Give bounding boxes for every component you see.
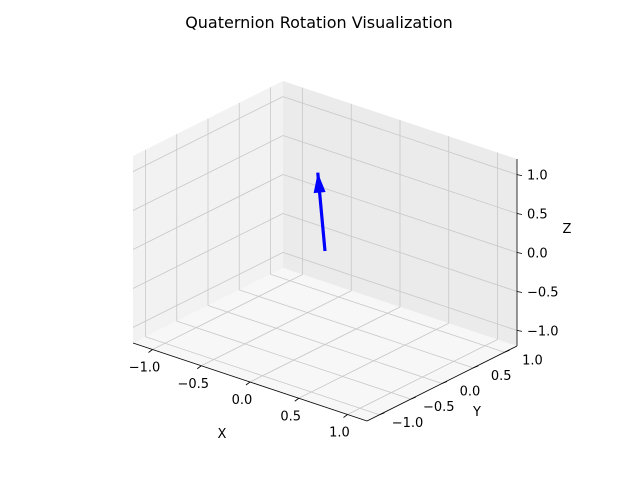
ticks: −1.0−0.50.00.51.0−1.0−0.50.00.51.0−1.0−0…: [129, 169, 559, 441]
z-tick-label: 0.0: [527, 247, 548, 262]
z-tick-mark: [516, 291, 523, 293]
gridline-z-back: [282, 96, 518, 175]
x-tick-mark: [343, 414, 348, 418]
gridline-z-side: [132, 252, 284, 328]
x-tick-label: −0.5: [177, 377, 209, 392]
y-tick-label: 0.0: [460, 385, 481, 400]
gridline-z-back: [282, 135, 518, 214]
vectors: [313, 172, 327, 252]
z-tick-label: −1.0: [527, 324, 559, 339]
z-axis-label: Z: [563, 222, 572, 237]
gridline-y-floor: [270, 273, 505, 353]
y-tick-label: 1.0: [522, 353, 543, 368]
gridlines: [132, 87, 518, 416]
y-tick-mark: [379, 412, 385, 416]
x-axis-label: X: [218, 427, 227, 442]
gridline-y-floor: [176, 320, 411, 400]
x-tick-label: 0.0: [232, 393, 253, 408]
x-tick-mark: [197, 365, 202, 370]
z-tick-mark: [516, 174, 523, 176]
gridline-y-floor: [145, 336, 380, 416]
z-tick-mark: [516, 330, 523, 332]
x-tick-label: −1.0: [129, 361, 161, 376]
x-tick-label: 0.5: [280, 409, 301, 424]
y-tick-mark: [410, 396, 416, 400]
y-tick-mark: [441, 381, 448, 384]
z-tick-mark: [516, 213, 523, 215]
y-axis-label: Y: [472, 405, 481, 420]
z-tick-label: 0.5: [527, 208, 548, 223]
z-tick-label: −0.5: [527, 285, 559, 300]
gridline-y-floor: [207, 305, 443, 384]
gridline-z-back: [282, 252, 518, 331]
z-tick-label: 1.0: [527, 169, 548, 184]
gridline-z-side: [132, 174, 284, 250]
x-tick-label: 1.0: [329, 426, 350, 441]
z-tick-mark: [516, 252, 523, 254]
chart-title: Quaternion Rotation Visualization: [185, 13, 453, 32]
gridline-z-side: [132, 135, 284, 211]
x-tick-mark: [148, 349, 153, 353]
x-tick-mark: [245, 381, 251, 386]
gridline-y-floor: [239, 289, 474, 369]
y-tick-mark: [473, 365, 479, 369]
gridline-z-side: [132, 96, 284, 172]
y-tick-label: 0.5: [491, 369, 512, 384]
gridline-z-side: [132, 213, 284, 289]
y-tick-mark: [504, 349, 510, 353]
y-tick-label: −1.0: [392, 416, 424, 431]
x-tick-mark: [294, 397, 299, 402]
y-tick-label: −0.5: [423, 400, 455, 415]
vector-head: [313, 172, 326, 194]
